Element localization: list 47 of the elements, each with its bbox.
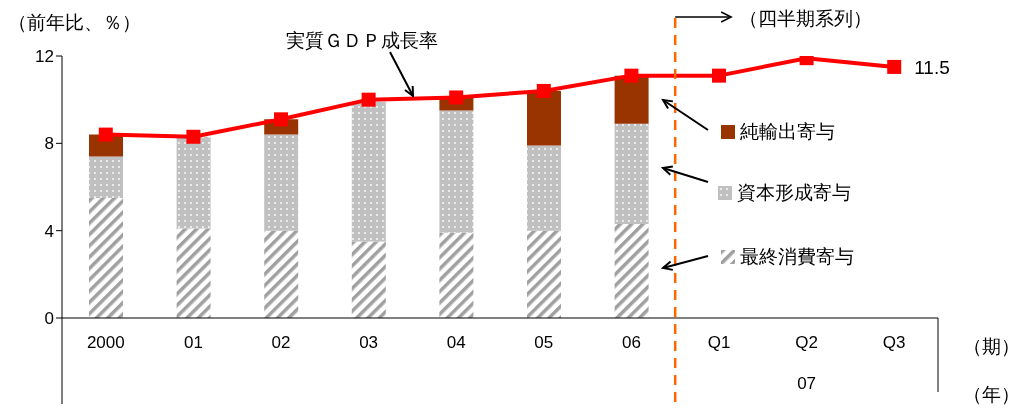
point	[536, 83, 551, 98]
bar	[527, 145, 561, 231]
point	[98, 127, 113, 142]
bar	[89, 156, 123, 198]
bar	[351, 241, 386, 318]
bar	[351, 101, 386, 242]
bar	[614, 224, 649, 318]
y-tick-label: 0	[44, 309, 54, 329]
point	[361, 92, 376, 107]
legend-label: 純輸出寄与	[740, 120, 835, 144]
point	[186, 129, 201, 144]
data-label: 11.5	[914, 56, 950, 78]
text: （年）	[963, 383, 1020, 407]
x-tick-label: 02	[271, 333, 291, 353]
x-tick-label: Q1	[707, 333, 731, 353]
bar	[176, 136, 211, 229]
bar	[264, 134, 299, 231]
bar	[89, 197, 123, 318]
x-tick-label: 05	[534, 333, 554, 353]
bar	[264, 230, 299, 318]
x-tick-label: 04	[446, 333, 466, 353]
x-tick-label: Q2	[795, 333, 818, 353]
x-tick-label: 2000	[86, 333, 125, 353]
y-tick-label: 12	[35, 47, 54, 67]
x-tick-label: 01	[183, 333, 203, 353]
text: 07	[796, 374, 818, 394]
x-tick-label: 03	[359, 333, 379, 353]
y-axis-title: （前年比、％）	[8, 11, 141, 35]
bar	[527, 230, 561, 318]
point	[887, 59, 902, 74]
ref-line-label: （四半期系列）	[739, 7, 873, 31]
bar	[439, 110, 474, 233]
point	[449, 90, 464, 105]
bar	[527, 90, 561, 146]
x-tick-label: Q3	[882, 333, 906, 353]
point	[624, 68, 639, 83]
bar	[614, 123, 649, 225]
x-tick-label: 06	[621, 333, 641, 353]
y-tick-label: 4	[44, 221, 54, 241]
y-tick-label: 8	[44, 134, 54, 154]
legend-label: 資本形成寄与	[737, 181, 851, 205]
text: 実質ＧＤＰ成長率	[286, 29, 438, 53]
bar	[176, 228, 211, 318]
x-axis-title: （期）	[963, 335, 1020, 359]
legend-label: 最終消費寄与	[740, 245, 854, 269]
bar	[439, 232, 474, 318]
point	[712, 68, 726, 83]
